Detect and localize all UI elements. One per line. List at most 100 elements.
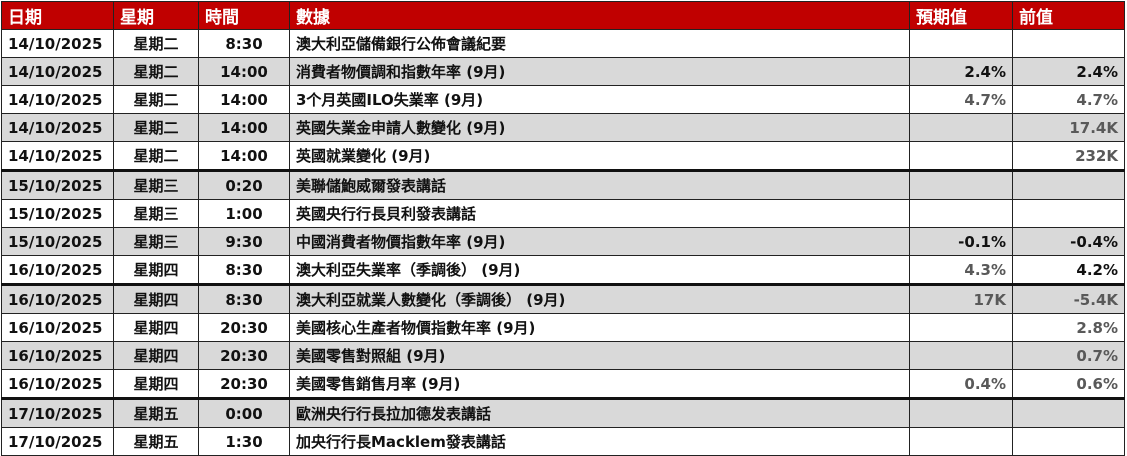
event-cell: 美國零售對照組 (9月) (289, 341, 910, 370)
date-cell: 14/10/2025 (1, 57, 114, 86)
previous-cell: 0.7% (1012, 341, 1125, 370)
forecast-cell (909, 427, 1013, 456)
weekday-cell: 星期四 (113, 283, 199, 314)
time-cell: 14:00 (198, 113, 290, 142)
header-time: 時間 (198, 1, 290, 30)
previous-cell (1012, 169, 1125, 200)
header-date: 日期 (1, 1, 114, 30)
event-cell: 英國就業變化 (9月) (289, 141, 910, 171)
previous-cell: 17.4K (1012, 113, 1125, 142)
time-cell: 8:30 (198, 255, 290, 285)
table-row: 16/10/2025 星期四 20:30 美國核心生產者物價指數年率 (9月) 2.8% (1, 313, 1125, 342)
time-cell: 8:30 (198, 283, 290, 314)
forecast-cell: 4.7% (909, 85, 1013, 114)
time-cell: 20:30 (198, 313, 290, 342)
table-row: 15/10/2025 星期三 9:30 中國消費者物價指數年率 (9月) -0.1% -0… (1, 227, 1125, 256)
header-event: 數據 (289, 1, 910, 30)
forecast-cell (909, 113, 1013, 142)
table-row: 14/10/2025 星期二 8:30 澳大利亞儲備銀行公佈會議紀要 (1, 29, 1125, 58)
previous-cell (1012, 397, 1125, 428)
forecast-cell (909, 169, 1013, 200)
date-cell: 15/10/2025 (1, 169, 114, 200)
event-cell: 英國失業金申請人數變化 (9月) (289, 113, 910, 142)
table-row: 16/10/2025 星期四 20:30 美國零售銷售月率 (9月) 0.4% 0.6% (1, 369, 1125, 399)
date-cell: 17/10/2025 (1, 397, 114, 428)
header-day: 星期 (113, 1, 199, 30)
time-cell: 0:20 (198, 169, 290, 200)
event-cell: 3个月英國ILO失業率 (9月) (289, 85, 910, 114)
date-cell: 15/10/2025 (1, 227, 114, 256)
table-row: 14/10/2025 星期二 14:00 英國就業變化 (9月) 232K (1, 141, 1125, 171)
forecast-cell (909, 141, 1013, 171)
table-row: 17/10/2025 星期五 0:00 歐洲央行行長拉加德发表講話 (1, 397, 1125, 428)
previous-cell (1012, 427, 1125, 456)
table-row: 15/10/2025 星期三 1:00 英國央行行長貝利發表講話 (1, 199, 1125, 228)
header-row: 日期 星期 時間 數據 預期值 前值 (1, 1, 1125, 30)
forecast-cell: 17K (909, 283, 1013, 314)
previous-cell: 4.2% (1012, 255, 1125, 285)
event-cell: 澳大利亞失業率（季調後） (9月) (289, 255, 910, 285)
date-cell: 16/10/2025 (1, 369, 114, 399)
date-cell: 14/10/2025 (1, 113, 114, 142)
time-cell: 20:30 (198, 369, 290, 399)
weekday-cell: 星期四 (113, 255, 199, 285)
date-cell: 14/10/2025 (1, 29, 114, 58)
time-cell: 14:00 (198, 141, 290, 171)
weekday-cell: 星期四 (113, 313, 199, 342)
table-row: 17/10/2025 星期五 1:30 加央行行長Macklem發表講話 (1, 427, 1125, 456)
previous-cell (1012, 199, 1125, 228)
time-cell: 0:00 (198, 397, 290, 428)
table-row: 16/10/2025 星期四 20:30 美國零售對照組 (9月) 0.7% (1, 341, 1125, 370)
forecast-cell (909, 199, 1013, 228)
weekday-cell: 星期二 (113, 141, 199, 171)
event-cell: 英國央行行長貝利發表講話 (289, 199, 910, 228)
event-cell: 美國核心生產者物價指數年率 (9月) (289, 313, 910, 342)
forecast-cell (909, 397, 1013, 428)
table-row: 16/10/2025 星期四 8:30 澳大利亞就業人數變化（季調後） (9月) 17K… (1, 283, 1125, 314)
weekday-cell: 星期五 (113, 397, 199, 428)
forecast-cell (909, 313, 1013, 342)
forecast-cell: 4.3% (909, 255, 1013, 285)
event-cell: 歐洲央行行長拉加德发表講話 (289, 397, 910, 428)
event-cell: 美國零售銷售月率 (9月) (289, 369, 910, 399)
previous-cell: 4.7% (1012, 85, 1125, 114)
event-cell: 美聯儲鮑威爾發表講話 (289, 169, 910, 200)
event-cell: 加央行行長Macklem發表講話 (289, 427, 910, 456)
date-cell: 16/10/2025 (1, 313, 114, 342)
table-row: 16/10/2025 星期四 8:30 澳大利亞失業率（季調後） (9月) 4.3% 4.… (1, 255, 1125, 285)
event-cell: 中國消費者物價指數年率 (9月) (289, 227, 910, 256)
table-row: 14/10/2025 星期二 14:00 英國失業金申請人數變化 (9月) 17.4K (1, 113, 1125, 142)
previous-cell: 2.4% (1012, 57, 1125, 86)
forecast-cell: 0.4% (909, 369, 1013, 399)
event-cell: 消費者物價調和指數年率 (9月) (289, 57, 910, 86)
date-cell: 16/10/2025 (1, 255, 114, 285)
table-row: 15/10/2025 星期三 0:20 美聯儲鮑威爾發表講話 (1, 169, 1125, 200)
previous-cell: 232K (1012, 141, 1125, 171)
event-cell: 澳大利亞就業人數變化（季調後） (9月) (289, 283, 910, 314)
previous-cell: 0.6% (1012, 369, 1125, 399)
date-cell: 15/10/2025 (1, 199, 114, 228)
previous-cell: -5.4K (1012, 283, 1125, 314)
table-row: 14/10/2025 星期二 14:00 3个月英國ILO失業率 (9月) 4.7% 4.… (1, 85, 1125, 114)
table-row: 14/10/2025 星期二 14:00 消費者物價調和指數年率 (9月) 2.4% 2.… (1, 57, 1125, 86)
weekday-cell: 星期三 (113, 169, 199, 200)
date-cell: 16/10/2025 (1, 341, 114, 370)
weekday-cell: 星期二 (113, 57, 199, 86)
time-cell: 14:00 (198, 57, 290, 86)
time-cell: 9:30 (198, 227, 290, 256)
previous-cell (1012, 29, 1125, 58)
forecast-cell: -0.1% (909, 227, 1013, 256)
weekday-cell: 星期二 (113, 85, 199, 114)
forecast-cell (909, 29, 1013, 58)
time-cell: 1:00 (198, 199, 290, 228)
weekday-cell: 星期五 (113, 427, 199, 456)
date-cell: 16/10/2025 (1, 283, 114, 314)
event-cell: 澳大利亞儲備銀行公佈會議紀要 (289, 29, 910, 58)
weekday-cell: 星期三 (113, 199, 199, 228)
previous-cell: 2.8% (1012, 313, 1125, 342)
weekday-cell: 星期四 (113, 341, 199, 370)
weekday-cell: 星期四 (113, 369, 199, 399)
header-previous: 前值 (1012, 1, 1125, 30)
time-cell: 1:30 (198, 427, 290, 456)
